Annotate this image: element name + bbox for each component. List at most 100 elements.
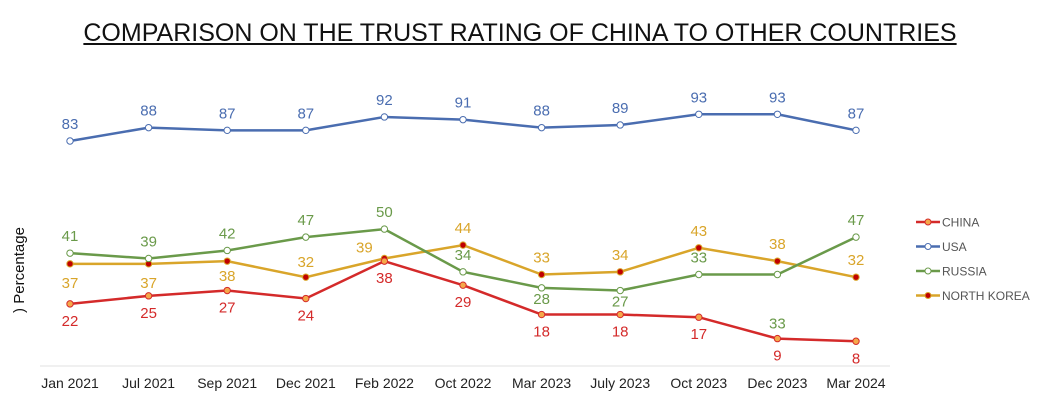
- data-label: 88: [533, 103, 550, 120]
- data-point: [459, 115, 467, 124]
- data-point: [66, 249, 74, 257]
- data-label: 92: [376, 92, 393, 109]
- data-label: 34: [612, 247, 629, 264]
- data-point: [852, 126, 860, 135]
- data-point: [616, 121, 624, 129]
- data-label: 33: [690, 250, 707, 267]
- x-tick-label: Mar 2024: [826, 375, 885, 391]
- data-label: 47: [848, 212, 865, 229]
- data-point: [695, 270, 703, 279]
- data-label: 89: [612, 100, 629, 117]
- legend-marker: [924, 267, 932, 275]
- legend-item: RUSSIA: [916, 265, 987, 279]
- data-point: [302, 233, 310, 241]
- data-point: [380, 225, 389, 233]
- y-axis-label: ) Percentage: [11, 227, 28, 313]
- data-point: [773, 110, 782, 119]
- data-point: [459, 241, 467, 249]
- data-point: [616, 310, 624, 319]
- series-china: 22 25 27 24 38 29 18 18 17 9 8: [62, 257, 860, 367]
- data-point: [537, 284, 546, 292]
- data-label: 39: [140, 233, 157, 250]
- data-label: 17: [690, 326, 707, 343]
- legend-marker: [924, 243, 932, 250]
- data-point: [223, 126, 231, 135]
- data-point: [223, 257, 231, 265]
- data-label: 88: [140, 103, 157, 120]
- data-label: 8: [852, 350, 860, 367]
- data-label: 91: [455, 95, 472, 112]
- data-label: 33: [533, 250, 550, 267]
- data-point: [144, 254, 153, 263]
- x-tick-label: July 2023: [590, 375, 650, 391]
- data-point: [695, 313, 703, 321]
- data-point: [459, 268, 467, 276]
- x-tick-label: Dec 2021: [276, 375, 336, 391]
- data-point: [852, 337, 860, 345]
- data-point: [773, 257, 782, 265]
- data-label: 83: [62, 116, 79, 133]
- legend-item: NORTH KOREA: [916, 289, 1030, 303]
- data-point: [144, 123, 153, 132]
- series-russia: 41 39 42 47 50 34 28 27 33 33 47: [62, 204, 865, 332]
- data-label: 44: [455, 220, 472, 237]
- data-point: [223, 246, 231, 255]
- data-point: [537, 123, 546, 132]
- data-point: [773, 270, 782, 279]
- x-tick-label: Oct 2022: [435, 375, 492, 391]
- data-point: [380, 113, 389, 121]
- data-label: 27: [219, 300, 236, 317]
- x-tick-label: Dec 2023: [747, 375, 807, 391]
- data-label: 27: [612, 294, 629, 311]
- data-label: 43: [690, 223, 707, 240]
- data-label: 37: [62, 275, 79, 292]
- x-tick-label: Feb 2022: [355, 375, 414, 391]
- data-label: 38: [769, 236, 786, 253]
- x-tick-label: Mar 2023: [512, 375, 571, 391]
- data-label: 39: [356, 239, 373, 256]
- data-point: [380, 257, 389, 265]
- data-point: [66, 137, 74, 145]
- data-point: [773, 334, 782, 343]
- data-label: 87: [297, 105, 314, 122]
- data-label: 29: [455, 294, 472, 311]
- data-label: 87: [848, 105, 865, 122]
- data-label: 38: [219, 268, 236, 285]
- data-point: [66, 260, 74, 268]
- legend-label: RUSSIA: [942, 265, 987, 279]
- legend-marker: [924, 218, 932, 226]
- x-tick-label: Jan 2021: [41, 375, 99, 391]
- data-point: [616, 286, 624, 295]
- data-point: [459, 281, 467, 289]
- data-label: 25: [140, 305, 157, 322]
- legend-marker: [924, 292, 932, 299]
- series-north-korea: 37 37 38 32 39 44 33 34 43 38 32: [62, 220, 865, 292]
- legend-label: NORTH KOREA: [942, 289, 1030, 303]
- data-label: 50: [376, 204, 393, 221]
- data-point: [302, 294, 310, 303]
- x-tick-label: Jul 2021: [122, 375, 175, 391]
- legend-item: CHINA: [916, 216, 979, 230]
- data-label: 38: [376, 270, 393, 287]
- data-label: 28: [533, 291, 550, 308]
- data-label: 32: [848, 252, 865, 269]
- data-label: 33: [769, 316, 786, 333]
- data-point: [695, 110, 703, 119]
- legend-label: CHINA: [942, 216, 979, 230]
- data-label: 41: [62, 228, 79, 245]
- data-point: [302, 126, 310, 135]
- series-usa: 83 88 87 87 92 91 88 89 93 93 87: [62, 89, 865, 145]
- data-label: 37: [140, 275, 157, 292]
- data-label: 24: [297, 308, 314, 325]
- data-label: 9: [773, 348, 781, 365]
- data-point: [852, 273, 860, 281]
- chart-title: COMPARISON ON THE TRUST RATING OF CHINA …: [83, 19, 957, 47]
- legend-label: USA: [942, 240, 967, 254]
- data-point: [695, 244, 703, 252]
- data-point: [223, 286, 231, 295]
- data-label: 93: [769, 89, 786, 106]
- data-label: 18: [612, 324, 629, 341]
- data-point: [302, 273, 310, 281]
- x-tick-label: Oct 2023: [670, 375, 727, 391]
